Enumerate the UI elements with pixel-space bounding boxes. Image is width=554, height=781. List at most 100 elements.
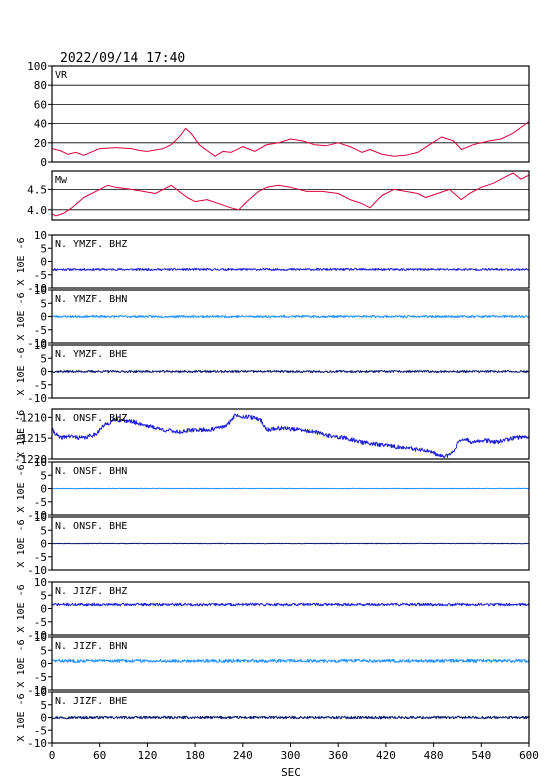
ytick-label-onsf-bhe: -10 xyxy=(27,564,47,577)
ytick-label-vr: 40 xyxy=(34,118,47,131)
panel-label-onsf-bhn: N. ONSF. BHN xyxy=(55,466,127,477)
panel-frame-ymzf-bhz xyxy=(51,234,530,289)
ytick-label-ymzf-bhn: 5 xyxy=(40,297,47,310)
unit-label-onsf-bhe: X 10E -6 xyxy=(16,519,27,567)
xtick-label: 420 xyxy=(376,749,396,762)
unit-label-onsf-bhz: X 10E -6 xyxy=(16,410,27,458)
x-axis-label: SEC xyxy=(281,766,301,779)
xtick-label: 180 xyxy=(185,749,205,762)
ytick-label-ymzf-bhz: -10 xyxy=(27,282,47,295)
xtick-label: 540 xyxy=(471,749,491,762)
panel-frame-ymzf-bhn xyxy=(51,289,530,344)
ytick-label-jizf-bhn: -10 xyxy=(27,684,47,697)
ytick-label-ymzf-bhn: -10 xyxy=(27,337,47,350)
ytick-label-jizf-bhz: 10 xyxy=(34,576,47,589)
panel-frame-onsf-bhz xyxy=(51,408,530,460)
ytick-label-onsf-bhz: -1220 xyxy=(14,453,47,466)
panel-frame-jizf-bhn xyxy=(51,636,530,691)
ytick-label-ymzf-bhn: -5 xyxy=(34,324,47,337)
panel-frame-mw xyxy=(51,170,530,221)
ytick-label-ymzf-bhe: 0 xyxy=(40,366,47,379)
ytick-label-onsf-bhe: 10 xyxy=(34,511,47,524)
ytick-label-onsf-bhe: -5 xyxy=(34,551,47,564)
ytick-label-ymzf-bhe: -5 xyxy=(34,379,47,392)
ytick-label-ymzf-bhz: 5 xyxy=(40,242,47,255)
ytick-label-ymzf-bhe: 5 xyxy=(40,352,47,365)
ytick-label-jizf-bhz: 0 xyxy=(40,603,47,616)
ytick-label-onsf-bhn: 10 xyxy=(34,456,47,469)
ytick-label-jizf-bhz: -10 xyxy=(27,629,47,642)
series-line-ymzf-bhn xyxy=(51,314,530,319)
ytick-label-ymzf-bhz: 10 xyxy=(34,229,47,242)
unit-label-jizf-bhe: X 10E -6 xyxy=(16,693,27,741)
panel-label-onsf-bhe: N. ONSF. BHE xyxy=(55,521,127,532)
ytick-label-onsf-bhn: 5 xyxy=(40,469,47,482)
panel-label-jizf-bhz: N. JIZF. BHZ xyxy=(55,586,127,597)
ytick-label-ymzf-bhz: 0 xyxy=(40,256,47,269)
panel-frame-onsf-bhe xyxy=(51,516,530,571)
ytick-label-mw: 4.5 xyxy=(27,183,47,196)
ytick-label-ymzf-bhe: 10 xyxy=(34,339,47,352)
xtick-label: 300 xyxy=(281,749,301,762)
unit-label-jizf-bhz: X 10E -6 xyxy=(16,584,27,632)
panel-label-jizf-bhe: N. JIZF. BHE xyxy=(55,696,127,707)
xtick-label: 360 xyxy=(328,749,348,762)
series-line-jizf-bhe xyxy=(51,715,530,720)
series-line-ymzf-bhe xyxy=(51,369,530,374)
ytick-label-jizf-bhe: -5 xyxy=(34,724,47,737)
x-axis: 0 60 120 180 240 300 360 420 480 540 600 xyxy=(49,743,539,762)
panel-frame-ymzf-bhe xyxy=(51,344,530,399)
ytick-label-onsf-bhn: -10 xyxy=(27,509,47,522)
ytick-label-jizf-bhn: 5 xyxy=(40,644,47,657)
ytick-label-mw: 4.0 xyxy=(27,204,47,217)
ytick-label-jizf-bhn: 10 xyxy=(34,631,47,644)
ytick-label-onsf-bhn: 0 xyxy=(40,483,47,496)
ytick-label-vr: 60 xyxy=(34,98,47,111)
unit-label-ymzf-bhe: X 10E -6 xyxy=(16,347,27,395)
ytick-label-jizf-bhe: 0 xyxy=(40,712,47,725)
ytick-label-ymzf-bhn: 0 xyxy=(40,311,47,324)
panel-frame-jizf-bhz xyxy=(51,581,530,636)
ytick-label-jizf-bhn: -5 xyxy=(34,671,47,684)
xtick-label: 600 xyxy=(519,749,539,762)
ytick-label-ymzf-bhe: -10 xyxy=(27,392,47,405)
ytick-label-onsf-bhz: -1210 xyxy=(14,411,47,424)
panel-mw: 4.0 4.5 Mw xyxy=(27,170,530,221)
series-line-onsf-bhz xyxy=(51,413,530,459)
series-line-ymzf-bhz xyxy=(51,267,530,271)
ytick-label-jizf-bhz: -5 xyxy=(34,616,47,629)
unit-label-onsf-bhn: X 10E -6 xyxy=(16,464,27,512)
series-line-jizf-bhz xyxy=(51,602,530,607)
panel-label-ymzf-bhe: N. YMZF. BHE xyxy=(55,349,127,360)
panel-label-vr: VR xyxy=(55,70,68,81)
ytick-label-vr: 0 xyxy=(40,156,47,169)
ytick-label-vr: 100 xyxy=(27,60,47,73)
unit-label-jizf-bhn: X 10E -6 xyxy=(16,639,27,687)
panel-label-ymzf-bhn: N. YMZF. BHN xyxy=(55,294,127,305)
ytick-label-ymzf-bhn: 10 xyxy=(34,284,47,297)
ytick-label-jizf-bhe: 10 xyxy=(34,686,47,699)
panel-label-mw: Mw xyxy=(55,175,68,186)
panel-frame-vr xyxy=(51,65,530,163)
ytick-label-jizf-bhe: 5 xyxy=(40,699,47,712)
xtick-label: 240 xyxy=(233,749,253,762)
xtick-label: 480 xyxy=(424,749,444,762)
ytick-label-onsf-bhe: 5 xyxy=(40,524,47,537)
panel-frame-onsf-bhn xyxy=(51,461,530,516)
ytick-label-onsf-bhz: -1215 xyxy=(14,432,47,445)
panel-onsf-bhz: -1220 -1215 -1210 N. ONSF. BHZ X 10E -6 xyxy=(14,408,530,466)
ytick-label-onsf-bhn: -5 xyxy=(34,496,47,509)
ytick-label-vr: 20 xyxy=(34,137,47,150)
timestamp-title: 2022/09/14 17:40 xyxy=(60,51,185,66)
ytick-label-vr: 80 xyxy=(34,79,47,92)
unit-label-ymzf-bhz: X 10E -6 xyxy=(16,237,27,285)
xtick-label: 0 xyxy=(49,749,56,762)
